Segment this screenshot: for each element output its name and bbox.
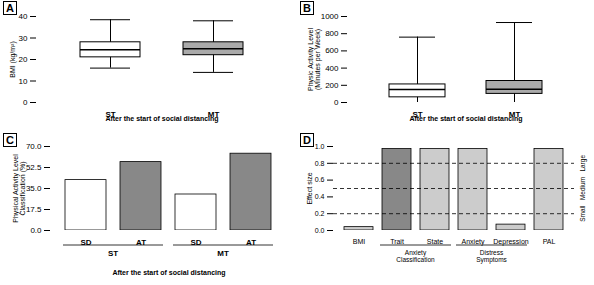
svg-text:800: 800	[325, 29, 339, 38]
svg-text:70.0: 70.0	[26, 142, 42, 151]
svg-text:10: 10	[19, 77, 28, 86]
svg-text:Large: Large	[579, 155, 587, 172]
svg-text:BMI (kg/m²): BMI (kg/m²)	[9, 41, 17, 78]
svg-text:PAL: PAL	[543, 238, 556, 245]
svg-text:ST: ST	[108, 249, 118, 258]
svg-text:0.4: 0.4	[315, 193, 325, 200]
svg-text:0: 0	[334, 98, 339, 107]
svg-text:17.5: 17.5	[26, 205, 42, 214]
svg-text:0.0: 0.0	[30, 226, 42, 235]
html-text:C: C	[6, 134, 14, 146]
svg-text:Small: Small	[579, 205, 586, 222]
svg-text:Medium: Medium	[579, 177, 586, 200]
svg-text:40: 40	[19, 12, 28, 21]
svg-text:After the start of social dist: After the start of social distancing	[105, 115, 218, 123]
svg-text:0: 0	[23, 98, 28, 107]
svg-text:200: 200	[325, 81, 339, 90]
svg-text:400: 400	[325, 64, 339, 73]
svg-text:State: State	[427, 238, 443, 245]
svg-text:20: 20	[19, 55, 28, 64]
html-text:B: B	[303, 2, 311, 14]
svg-text:1000: 1000	[321, 12, 339, 21]
svg-text:30: 30	[19, 34, 28, 43]
html-text:D: D	[303, 134, 311, 146]
svg-text:0.6: 0.6	[315, 176, 325, 183]
svg-text:After the start of social dist: After the start of social distancing	[112, 269, 225, 277]
svg-text:AT: AT	[246, 238, 256, 247]
svg-text:0.0: 0.0	[315, 227, 325, 234]
svg-text:MT: MT	[217, 249, 229, 258]
svg-text:52.5: 52.5	[26, 163, 42, 172]
svg-text:0.2: 0.2	[315, 210, 325, 217]
svg-text:DistressSymptoms: DistressSymptoms	[476, 249, 507, 264]
svg-text:0.8: 0.8	[315, 160, 325, 167]
svg-text:600: 600	[325, 46, 339, 55]
svg-text:Physic Activity Level(Minutes: Physic Activity Level(Minutes per Week)	[307, 28, 322, 91]
svg-text:Physical Activity LevelClassif: Physical Activity LevelClassification (%…	[12, 154, 27, 223]
svg-text:1.0: 1.0	[315, 143, 325, 150]
svg-text:BMI: BMI	[353, 238, 366, 245]
svg-text:AnxietyClassification: AnxietyClassification	[396, 249, 435, 263]
svg-text:Effect size: Effect size	[306, 172, 313, 204]
svg-text:Anxiety: Anxiety	[461, 238, 485, 246]
svg-text:SD: SD	[190, 238, 201, 247]
svg-text:After the start of social dist: After the start of social distancing	[409, 115, 522, 123]
svg-text:35.0: 35.0	[26, 184, 42, 193]
svg-text:Trait: Trait	[390, 238, 404, 245]
svg-text:AT: AT	[136, 238, 146, 247]
svg-text:Depression: Depression	[493, 238, 529, 246]
svg-text:SD: SD	[80, 238, 91, 247]
html-text:A: A	[6, 2, 14, 14]
